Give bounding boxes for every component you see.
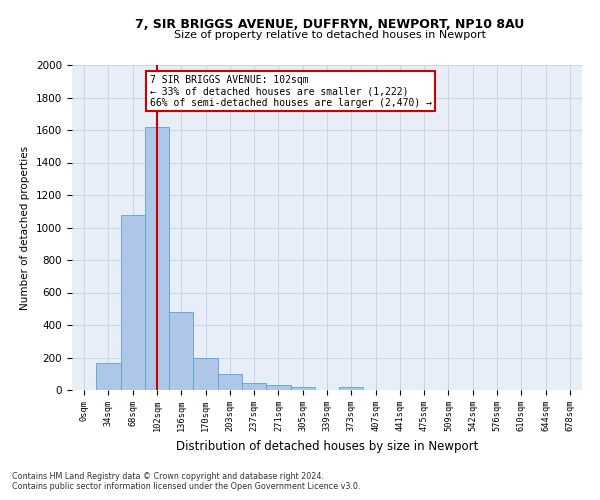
Text: 7 SIR BRIGGS AVENUE: 102sqm
← 33% of detached houses are smaller (1,222)
66% of : 7 SIR BRIGGS AVENUE: 102sqm ← 33% of det… <box>150 74 432 108</box>
Bar <box>242 382 266 390</box>
Bar <box>266 385 290 390</box>
Bar <box>169 312 193 390</box>
Bar <box>339 387 364 390</box>
Bar <box>193 358 218 390</box>
Text: 7, SIR BRIGGS AVENUE, DUFFRYN, NEWPORT, NP10 8AU: 7, SIR BRIGGS AVENUE, DUFFRYN, NEWPORT, … <box>136 18 524 30</box>
Text: Contains public sector information licensed under the Open Government Licence v3: Contains public sector information licen… <box>12 482 361 491</box>
X-axis label: Distribution of detached houses by size in Newport: Distribution of detached houses by size … <box>176 440 478 452</box>
Bar <box>218 374 242 390</box>
Bar <box>121 214 145 390</box>
Bar <box>96 363 121 390</box>
Text: Contains HM Land Registry data © Crown copyright and database right 2024.: Contains HM Land Registry data © Crown c… <box>12 472 324 481</box>
Text: Size of property relative to detached houses in Newport: Size of property relative to detached ho… <box>174 30 486 40</box>
Bar <box>290 387 315 390</box>
Y-axis label: Number of detached properties: Number of detached properties <box>20 146 31 310</box>
Bar <box>145 126 169 390</box>
